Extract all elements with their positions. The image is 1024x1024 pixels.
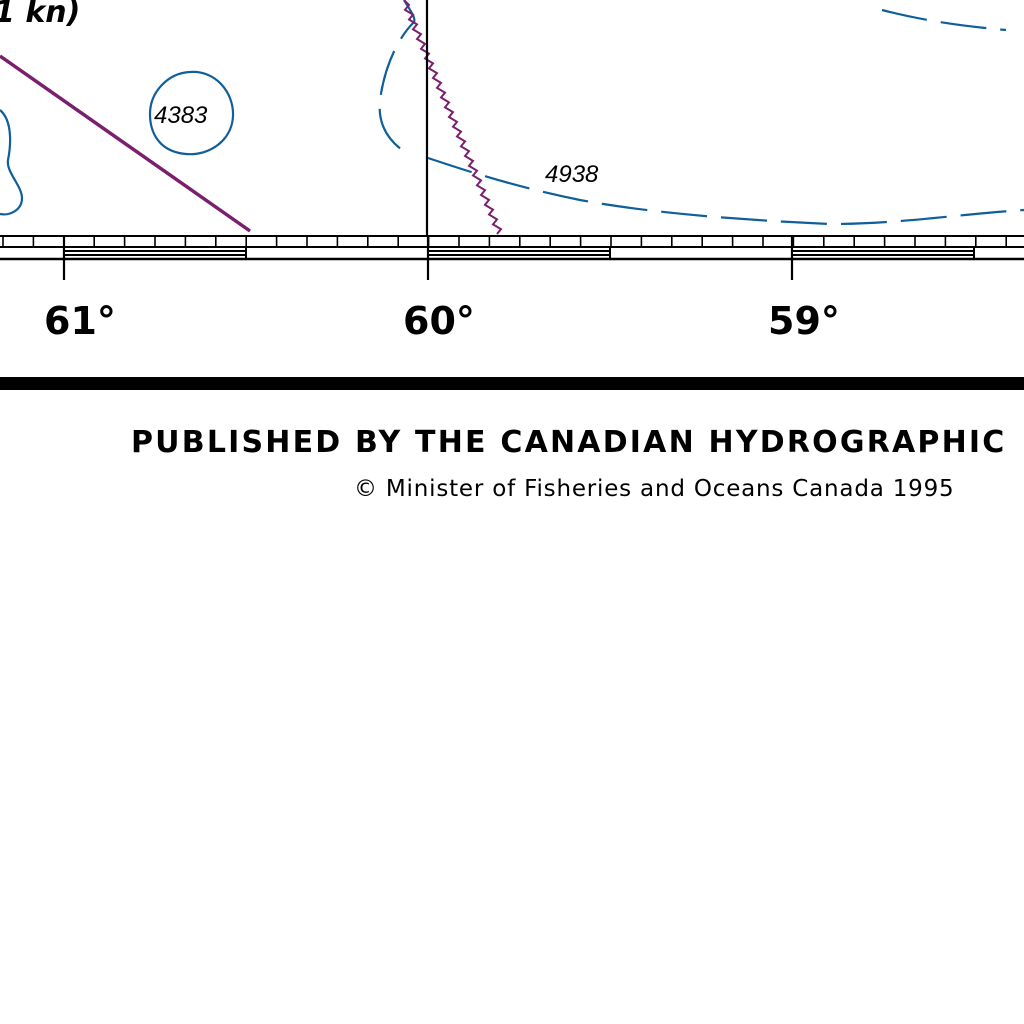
scale-bar-inner [429, 252, 609, 254]
scale-bars [64, 247, 975, 259]
publisher-line: PUBLISHED BY THE CANADIAN HYDROGRAPHIC [131, 425, 1007, 460]
separator-bar [0, 377, 1024, 390]
contour-4938-dashed [427, 156, 1024, 226]
scale-ticks [2, 236, 1008, 280]
longitude-label-61: 61° [44, 299, 116, 343]
contour-top-right-dashed [881, 8, 1007, 32]
scale-bar-inner [793, 252, 973, 254]
contour-left-edge [0, 109, 24, 216]
sounding-4383: 4383 [154, 102, 208, 129]
contour-4383-ring [148, 70, 235, 156]
sounding-4938: 4938 [545, 161, 599, 188]
route-line [0, 54, 252, 233]
longitude-label-59: 59° [768, 299, 840, 343]
copyright-line: © Minister of Fisheries and Oceans Canad… [354, 476, 954, 502]
boundary-zigzag-line [403, 0, 503, 235]
current-speed-label: 1 kn) [0, 0, 80, 30]
border-scale [0, 235, 1024, 280]
longitude-label-60: 60° [403, 299, 475, 343]
scale-bar-inner [65, 252, 245, 254]
contour-center-dashed [378, 0, 416, 155]
